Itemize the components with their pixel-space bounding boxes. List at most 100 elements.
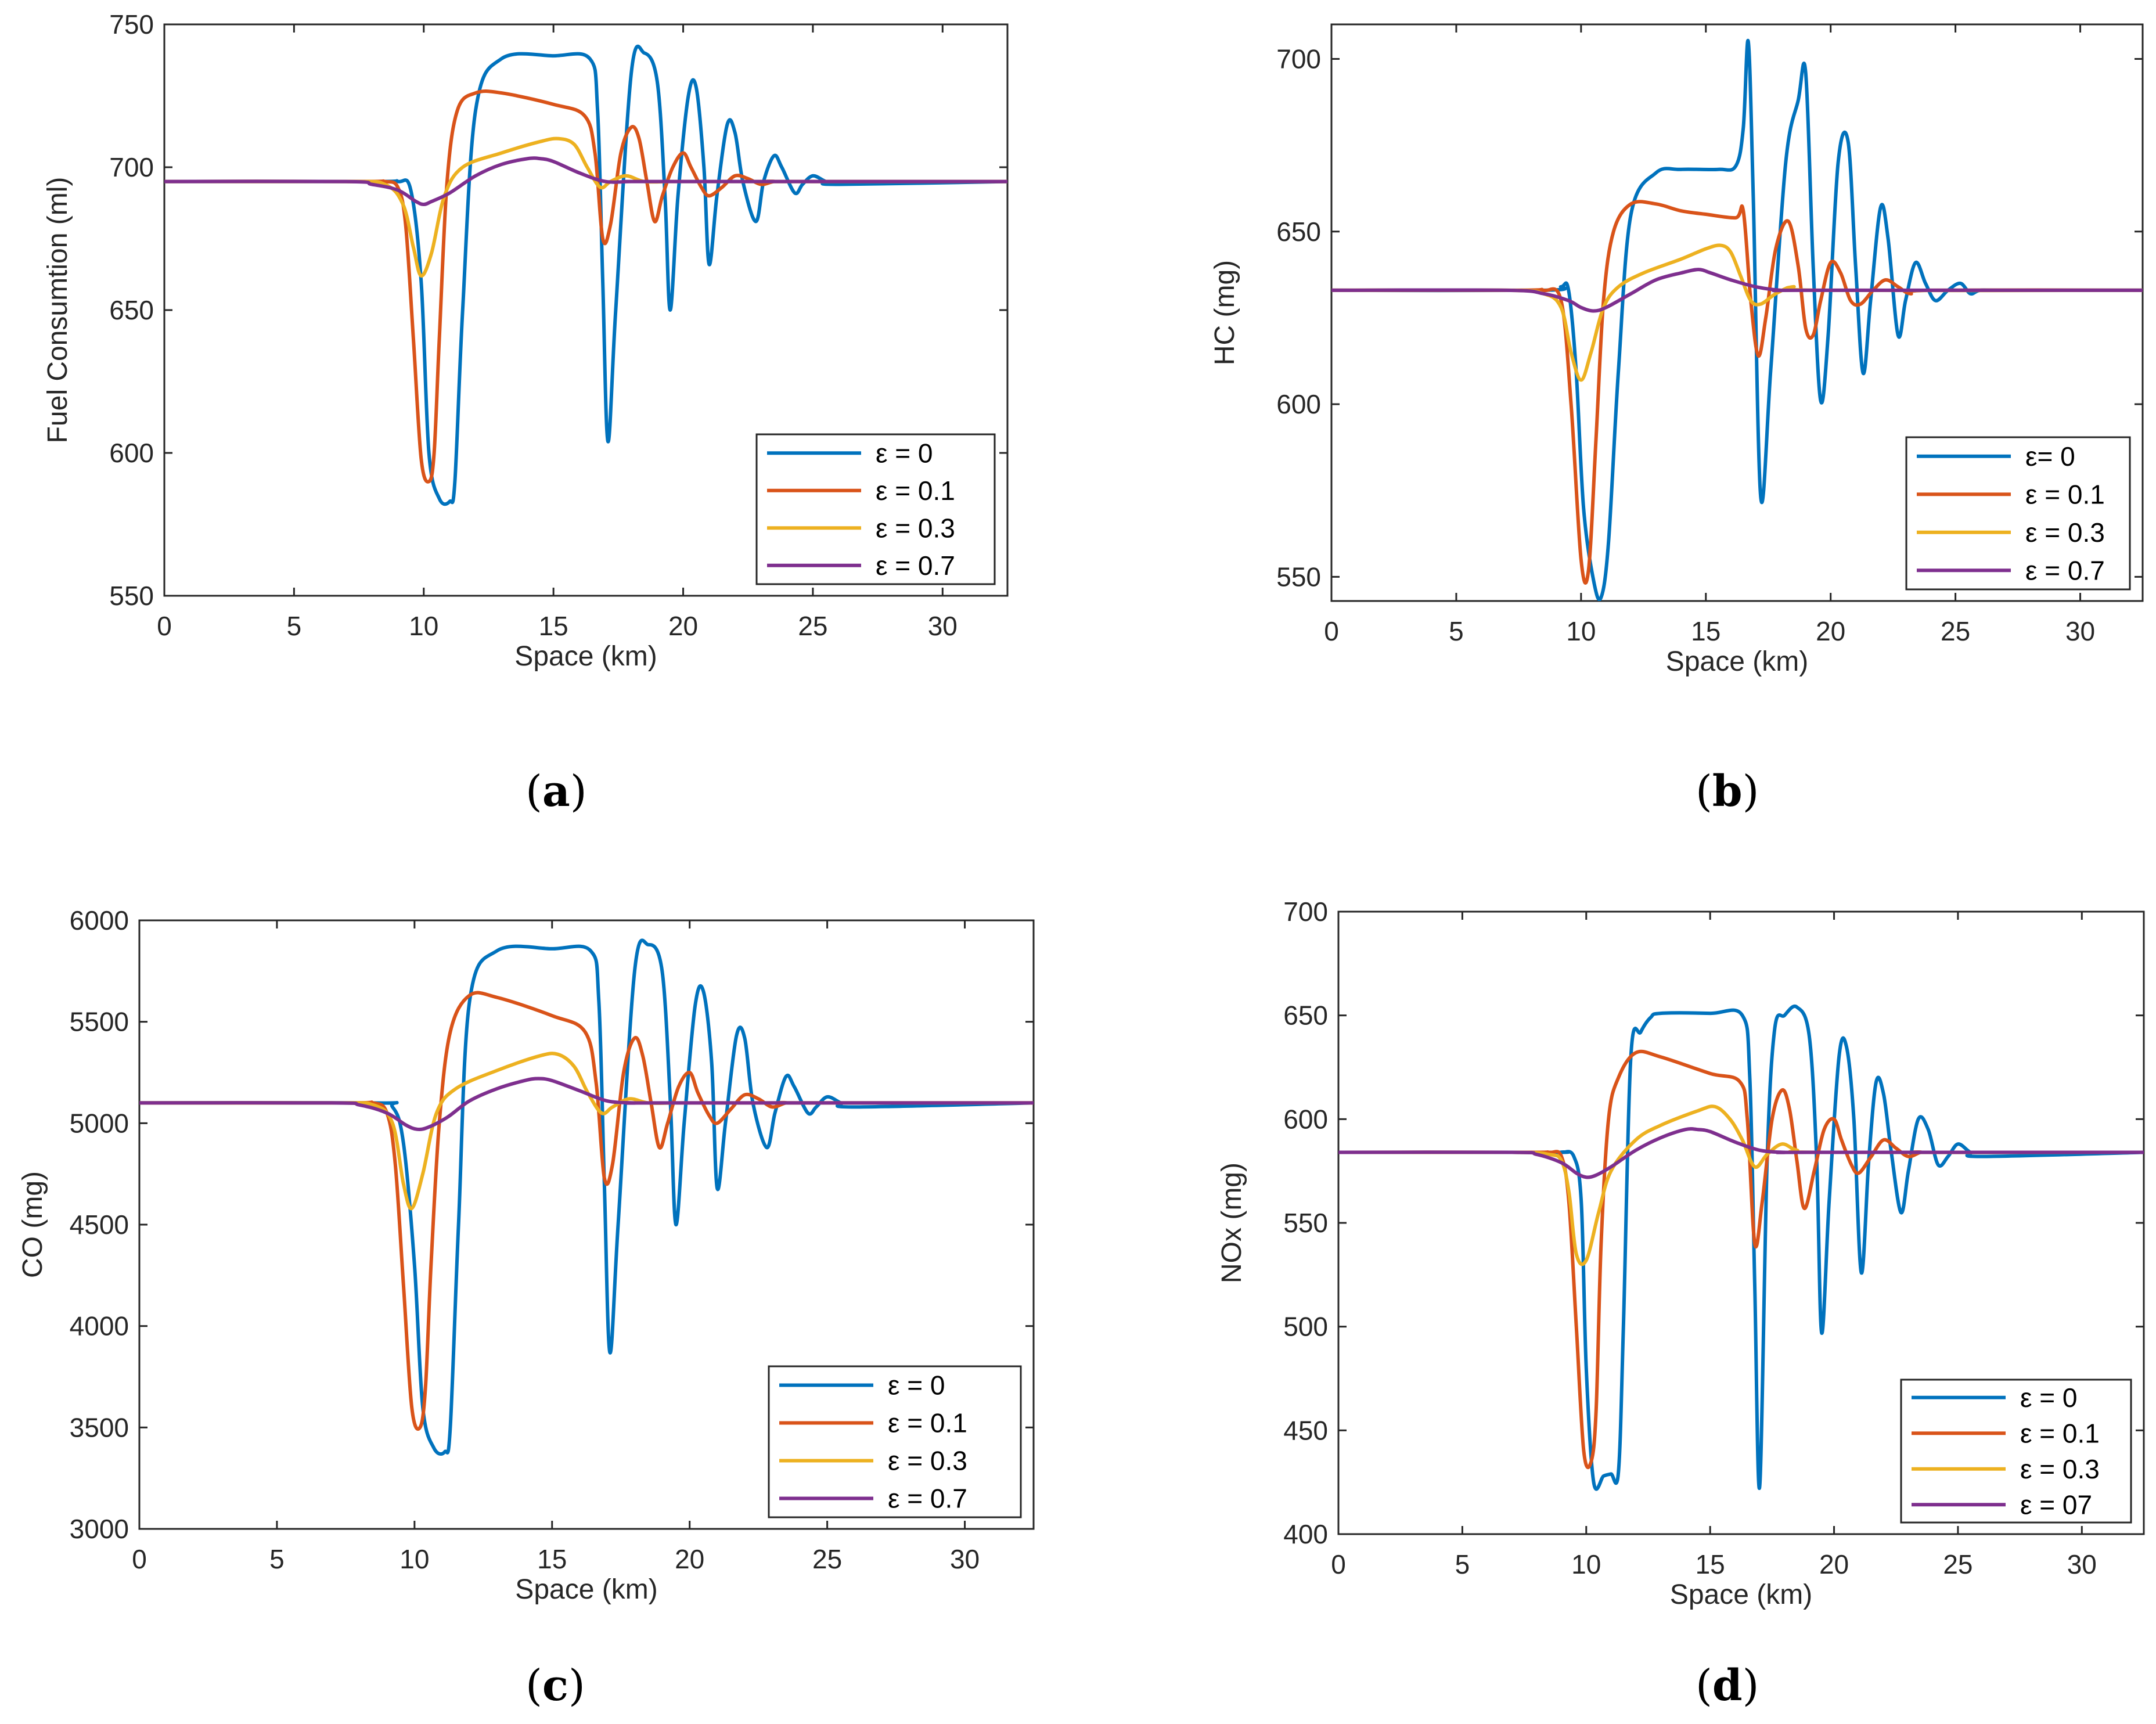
legend-label: ε = 0.7 [2025,555,2105,585]
y-tick-label: 700 [1276,44,1321,74]
y-axis-label: Fuel Consumtion (ml) [42,177,73,444]
x-tick-label: 5 [269,1544,285,1574]
legend-label: ε = 0.1 [888,1408,967,1438]
x-tick-label: 0 [1331,1549,1346,1579]
legend-box [755,433,996,585]
x-tick-label: 15 [1696,1549,1725,1579]
y-tick-label: 6000 [70,905,129,935]
x-tick-label: 0 [157,611,172,641]
legend-label: ε= 0 [2025,441,2075,472]
y-tick-label: 450 [1283,1415,1328,1445]
series-group [139,938,1034,1456]
y-tick-label: 3000 [70,1514,129,1544]
x-axis-label: Space (km) [1666,646,1808,677]
legend-label: ε = 0.1 [2025,479,2105,509]
x-axis-label: Space (km) [514,641,657,672]
x-tick-label: 25 [798,611,827,641]
caption-d: (d) [1696,1661,1759,1711]
x-tick-label: 10 [1566,616,1596,646]
series-group [1331,38,2143,601]
y-tick-label: 4500 [70,1210,129,1240]
y-tick-label: 700 [109,152,154,182]
caption-b: (b) [1696,766,1759,816]
legend-label: ε = 0 [876,438,933,468]
series-line-0 [139,938,1034,1456]
caption-a: (a) [525,766,587,816]
legend: ε= 0 ε = 0.1 ε = 0.3 ε = 0.7 [1905,436,2131,591]
legend-label: ε = 0 [888,1370,945,1401]
y-tick-label: 650 [1276,217,1321,247]
legend-box [768,1365,1022,1518]
series-line-0 [164,44,1007,506]
x-tick-label: 5 [287,611,302,641]
legend-label: ε = 0.1 [2020,1418,2100,1448]
x-tick-label: 20 [1816,616,1845,646]
y-tick-label: 700 [1283,897,1328,927]
chart-b: 0 5 10 15 20 25 30 550 600 650 700 Space (km) HC (mg… [1210,23,2144,677]
legend-label: ε = 0.7 [888,1484,967,1514]
series-line-0 [1338,1005,2144,1491]
legend-box [1900,1379,2132,1524]
y-tick-label: 750 [109,9,154,39]
legend-label: ε = 0.3 [2025,517,2105,548]
legend: ε = 0 ε = 0.1 ε = 0.3 ε = 0.7 [755,433,996,585]
chart-d: 0 5 10 15 20 25 30 400 450 500 550 600 650 700 Space (… [1216,897,2145,1610]
x-tick-label: 0 [132,1544,147,1574]
legend-label: ε = 0.3 [876,513,955,543]
y-tick-label: 5000 [70,1108,129,1138]
series-line-1 [1331,200,2143,585]
legend-label: ε = 0.7 [876,550,955,581]
x-tick-label: 15 [539,611,568,641]
legend-label: ε = 0 [2020,1383,2078,1413]
x-tick-label: 10 [409,611,438,641]
x-tick-label: 15 [1691,616,1721,646]
x-tick-label: 20 [675,1544,704,1574]
x-tick-label: 30 [950,1544,980,1574]
series-line-1 [1338,1049,2144,1469]
series-line-1 [139,991,1034,1431]
x-tick-label: 5 [1449,616,1464,646]
legend: ε = 0 ε = 0.1 ε = 0.3 ε = 07 [1900,1379,2132,1524]
y-tick-label: 600 [1276,389,1321,419]
y-axis-label: NOx (mg) [1216,1162,1247,1283]
x-tick-label: 15 [537,1544,567,1574]
y-tick-label: 3500 [70,1412,129,1442]
y-tick-label: 650 [1283,1000,1328,1031]
legend-label: ε = 0.3 [2020,1454,2100,1484]
x-tick-label: 10 [399,1544,429,1574]
series-group [1338,1005,2144,1491]
y-tick-label: 400 [1283,1519,1328,1549]
x-tick-label: 5 [1455,1549,1470,1579]
x-tick-label: 0 [1324,616,1339,646]
y-tick-label: 600 [1283,1104,1328,1134]
y-tick-label: 550 [1283,1208,1328,1238]
x-tick-label: 25 [1943,1549,1973,1579]
x-tick-label: 30 [928,611,958,641]
legend-label: ε = 0.1 [876,476,955,506]
x-tick-label: 10 [1571,1549,1601,1579]
x-tick-label: 25 [812,1544,842,1574]
chart-a: 0 5 10 15 20 25 30 550 600 650 700 750 Space (km) Fue… [42,9,1009,672]
y-axis-label: CO (mg) [17,1171,48,1278]
caption-c: (c) [525,1661,585,1711]
x-tick-label: 25 [1941,616,1970,646]
y-tick-label: 600 [109,438,154,468]
series-line-3 [1331,268,2143,313]
y-tick-label: 650 [109,295,154,325]
y-tick-label: 4000 [70,1311,129,1341]
x-tick-label: 30 [2065,616,2095,646]
series-line-1 [164,89,1007,484]
series-line-3 [139,1077,1034,1132]
legend-box [1905,436,2131,591]
legend: ε = 0 ε = 0.1 ε = 0.3 ε = 0.7 [768,1365,1022,1518]
x-axis-label: Space (km) [515,1574,657,1605]
x-axis-label: Space (km) [1670,1579,1812,1610]
y-tick-label: 550 [1276,562,1321,592]
x-tick-label: 20 [1819,1549,1849,1579]
series-line-2 [1331,243,2143,382]
x-tick-label: 20 [668,611,698,641]
legend-label: ε = 07 [2020,1489,2092,1520]
series-line-3 [164,156,1007,206]
x-tick-label: 30 [2067,1549,2097,1579]
